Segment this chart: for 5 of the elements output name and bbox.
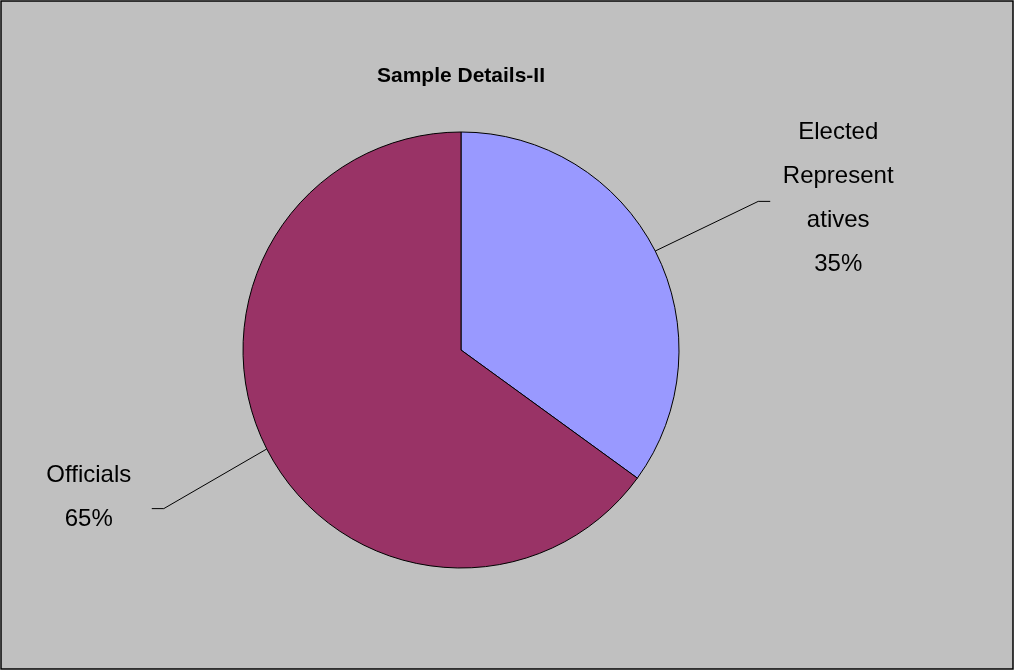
data-label: 65% <box>64 503 113 531</box>
data-label: 35% <box>814 249 863 277</box>
slice-label: Officials <box>46 459 132 487</box>
chart-title: Sample Details-II <box>376 63 546 86</box>
slice-label: Elected Representatives <box>782 117 894 233</box>
